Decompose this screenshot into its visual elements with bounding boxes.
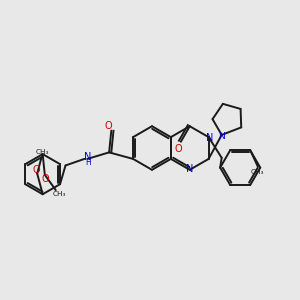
Text: CH₃: CH₃ xyxy=(53,191,66,197)
Text: CH₃: CH₃ xyxy=(36,149,49,155)
Text: N: N xyxy=(84,152,91,162)
Text: N: N xyxy=(186,164,194,174)
Text: N: N xyxy=(218,132,225,141)
Text: N: N xyxy=(206,133,213,143)
Text: CH₃: CH₃ xyxy=(251,169,265,175)
Text: O: O xyxy=(104,121,112,130)
Text: O: O xyxy=(32,165,40,175)
Text: O: O xyxy=(41,174,49,184)
Text: O: O xyxy=(174,144,182,154)
Text: H: H xyxy=(85,158,91,167)
